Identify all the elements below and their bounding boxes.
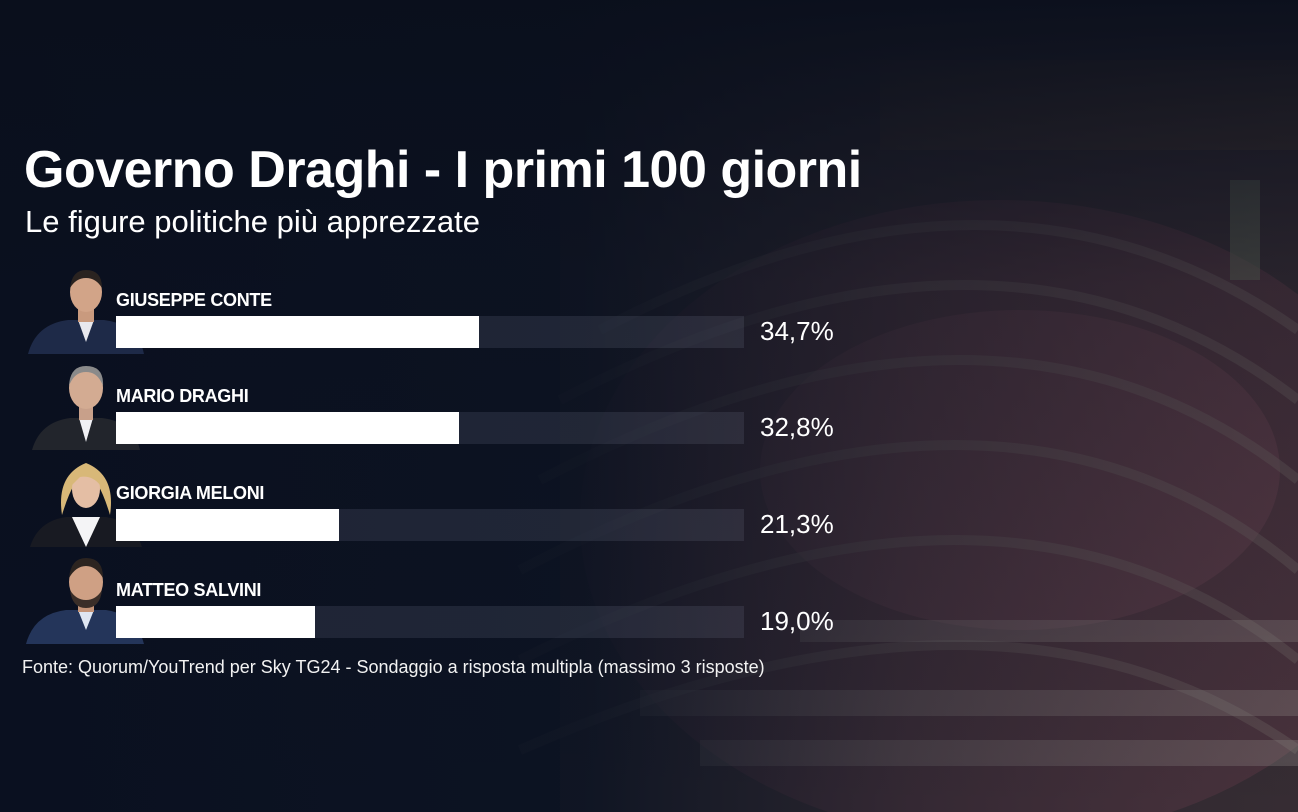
- bar-label: MATTEO SALVINI: [116, 580, 262, 600]
- bar: [116, 316, 479, 348]
- bar-track: [116, 412, 744, 444]
- portrait-mario-draghi: [32, 366, 140, 450]
- bar-row-giuseppe-conte: GIUSEPPE CONTE 34,7%: [0, 262, 900, 354]
- bar: [116, 606, 315, 638]
- portrait-giuseppe-conte: [28, 270, 144, 354]
- bar: [116, 509, 339, 541]
- data-label: 19,0%: [760, 606, 834, 636]
- source-note: Fonte: Quorum/YouTrend per Sky TG24 - So…: [22, 657, 765, 677]
- bar-track: [116, 606, 744, 638]
- data-label: 32,8%: [760, 412, 834, 442]
- bar-row-mario-draghi: MARIO DRAGHI 32,8%: [0, 358, 900, 450]
- bar-label: GIUSEPPE CONTE: [116, 290, 272, 310]
- data-label: 34,7%: [760, 316, 834, 346]
- chart-subtitle: Le figure politiche più apprezzate: [25, 204, 480, 239]
- bar-row-matteo-salvini: MATTEO SALVINI 19,0%: [0, 552, 900, 644]
- data-label: 21,3%: [760, 509, 834, 539]
- bar-track: [116, 316, 744, 348]
- portrait-matteo-salvini: [26, 558, 144, 644]
- bar: [116, 412, 459, 444]
- portrait-giorgia-meloni: [30, 463, 142, 547]
- bar-track: [116, 509, 744, 541]
- bar-label: MARIO DRAGHI: [116, 386, 249, 406]
- chart-title: Governo Draghi - I primi 100 giorni: [24, 141, 862, 199]
- bar-row-giorgia-meloni: GIORGIA MELONI 21,3%: [0, 455, 900, 547]
- bar-label: GIORGIA MELONI: [116, 483, 265, 503]
